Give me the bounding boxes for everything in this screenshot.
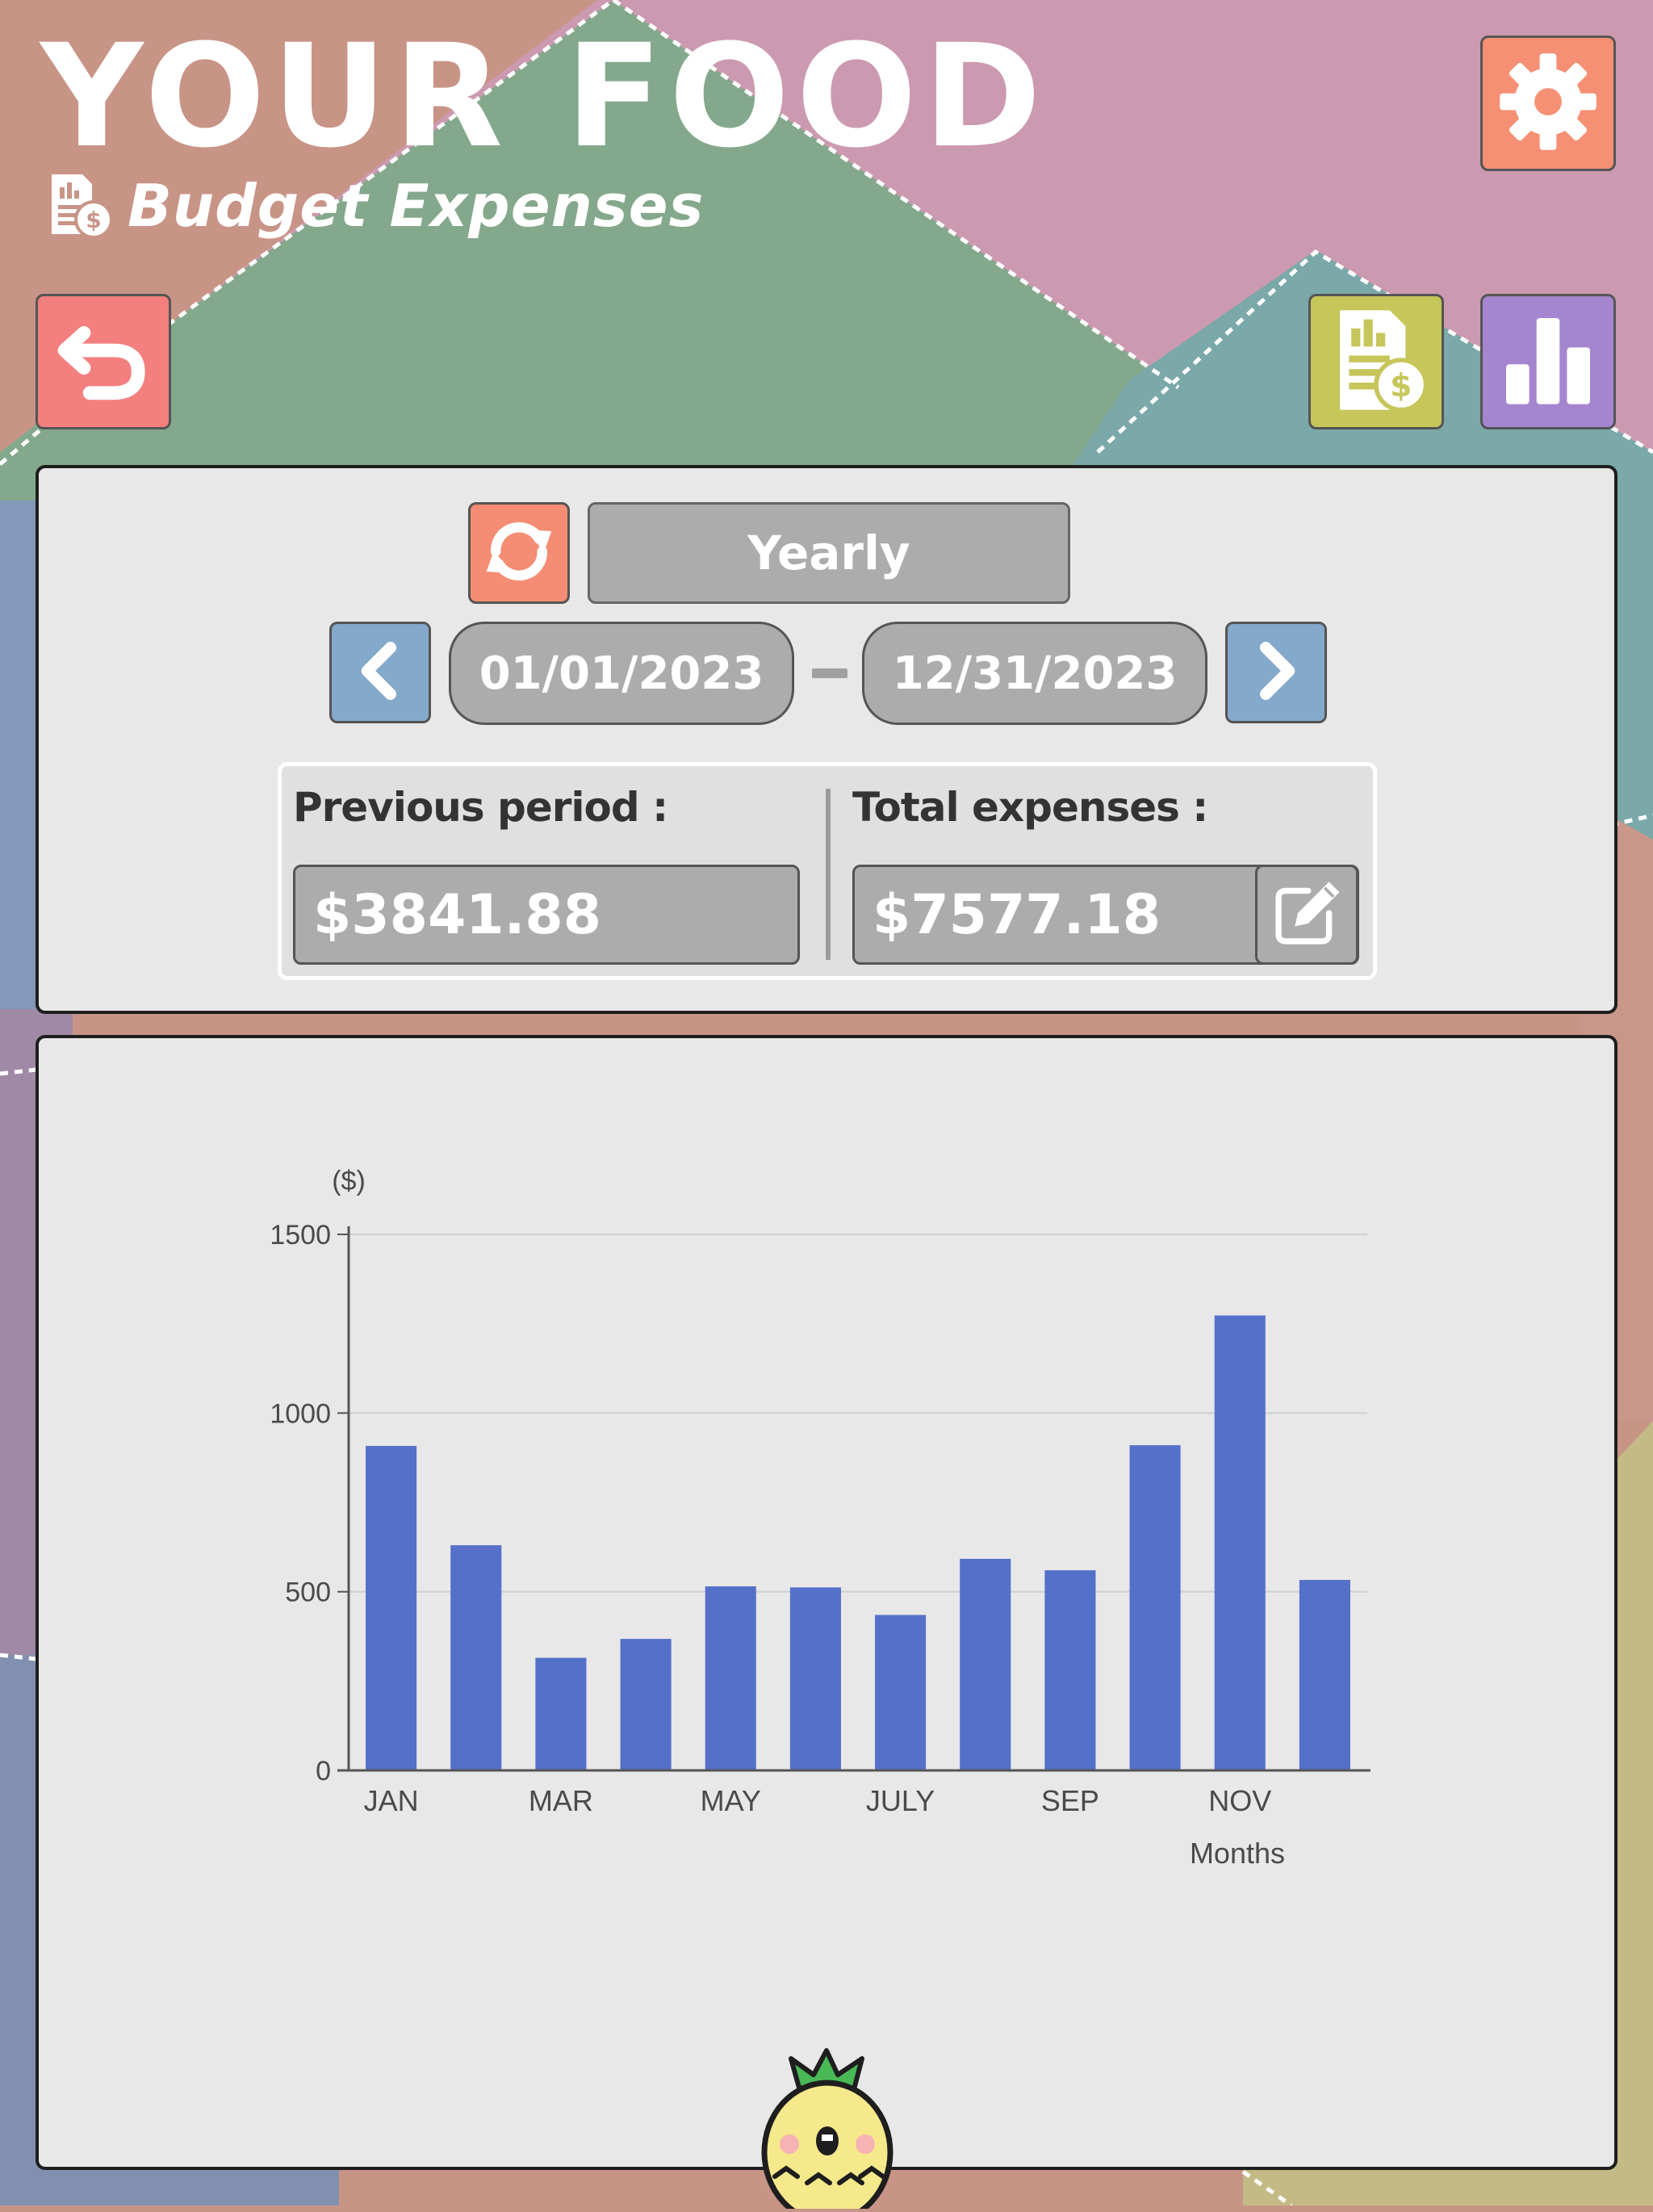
edit-pencil-icon	[1270, 876, 1344, 953]
bar-feb[interactable]	[450, 1545, 502, 1770]
budget-report-icon: $	[42, 168, 115, 244]
total-expenses-label: Total expenses :	[852, 784, 1208, 831]
bar-july[interactable]	[875, 1615, 927, 1770]
end-date-field[interactable]: 12/31/2023	[862, 622, 1207, 725]
x-tick-label: MAY	[701, 1784, 761, 1817]
y-tick-label: 1500	[270, 1220, 331, 1251]
date-range-separator	[812, 668, 847, 678]
refresh-icon	[480, 513, 558, 593]
y-tick-label: 0	[316, 1756, 331, 1787]
bar-may[interactable]	[705, 1586, 756, 1770]
chart-panel: ($) Months 0 500 1000 1500 JAN MAR MAY JULY SEP N…	[36, 1035, 1617, 2170]
monthly-expenses-chart: ($) Months 0 500 1000 1500 JAN MAR MAY JULY SEP N…	[270, 1166, 1371, 1870]
refresh-button[interactable]	[468, 502, 570, 604]
start-date-field[interactable]: 01/01/2023	[449, 622, 794, 725]
undo-arrow-icon	[55, 312, 152, 412]
x-tick-label: NOV	[1208, 1784, 1271, 1817]
bar-sep[interactable]	[1044, 1570, 1096, 1770]
subtitle-row: $ Budget Expenses	[42, 170, 704, 242]
x-tick-label: JAN	[364, 1784, 419, 1817]
budget-report-button[interactable]: $	[1308, 294, 1444, 429]
bar-jun[interactable]	[789, 1587, 841, 1770]
bar-oct[interactable]	[1129, 1445, 1181, 1770]
next-period-button[interactable]	[1225, 622, 1327, 723]
bar-chart-button[interactable]	[1480, 294, 1616, 429]
chevron-right-icon	[1244, 639, 1308, 706]
summary-divider	[826, 789, 831, 960]
y-tick-label: 1000	[270, 1398, 331, 1429]
app-title: YOUR FOOD	[40, 14, 1048, 179]
svg-text:$: $	[1390, 368, 1412, 404]
budget-report-icon: $	[1320, 304, 1433, 420]
period-mode-select[interactable]: Yearly	[588, 502, 1070, 604]
bar-apr[interactable]	[620, 1639, 672, 1770]
bar-dec[interactable]	[1299, 1580, 1350, 1770]
previous-period-value: $3841.88	[293, 865, 800, 965]
bar-mar[interactable]	[535, 1657, 587, 1770]
edit-total-button[interactable]	[1255, 865, 1358, 965]
pineapple-mascot-icon	[751, 2048, 904, 2212]
bar-aug[interactable]	[960, 1558, 1011, 1770]
y-tick-label: 500	[285, 1577, 331, 1608]
x-tick-label: JULY	[866, 1784, 935, 1817]
y-axis-label: ($)	[332, 1166, 366, 1196]
settings-button[interactable]	[1480, 36, 1616, 171]
svg-text:$: $	[86, 207, 101, 233]
chevron-left-icon	[348, 639, 412, 706]
gear-icon	[1496, 49, 1601, 157]
bar-jan[interactable]	[366, 1446, 417, 1770]
x-axis-label: Months	[1190, 1837, 1285, 1870]
x-tick-label: SEP	[1041, 1784, 1099, 1817]
bar-chart-icon	[1496, 308, 1601, 416]
x-tick-label: MAR	[529, 1784, 593, 1817]
expense-summary: Previous period : $3841.88 Total expense…	[278, 762, 1377, 980]
app-subtitle: Budget Expenses	[128, 172, 705, 240]
previous-period-label: Previous period :	[293, 784, 668, 831]
period-panel: Yearly 01/01/2023 12/31/2023 Previous pe…	[36, 465, 1617, 1014]
pineapple-mascot	[751, 2047, 904, 2212]
previous-period-button[interactable]	[329, 622, 431, 723]
bar-nov[interactable]	[1214, 1315, 1266, 1770]
back-button[interactable]	[36, 294, 171, 429]
